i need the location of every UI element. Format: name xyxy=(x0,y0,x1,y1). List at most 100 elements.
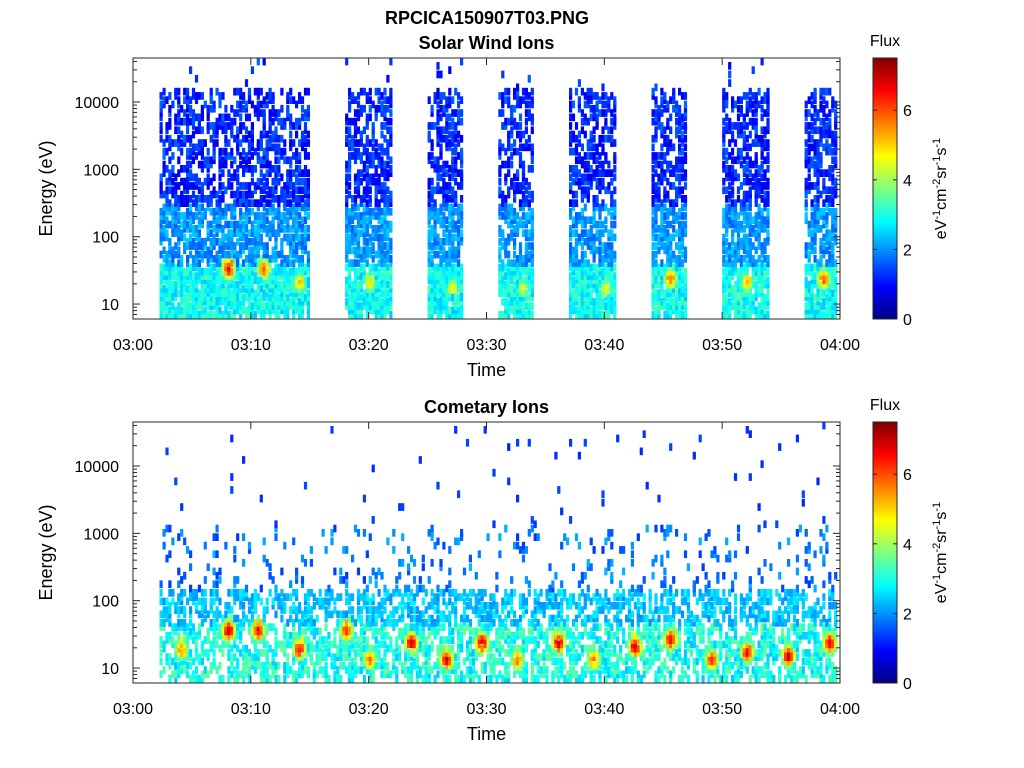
heatmap-cell xyxy=(654,289,658,297)
heatmap-cell xyxy=(233,169,237,177)
heatmap-cell xyxy=(454,220,458,229)
heatmap-cell xyxy=(666,310,670,319)
heatmap-cell xyxy=(286,156,290,165)
heatmap-cell xyxy=(589,87,593,96)
heatmap-cell xyxy=(569,285,573,293)
heatmap-cell xyxy=(816,139,820,147)
heatmap-cell xyxy=(180,195,184,203)
heatmap-cell xyxy=(513,117,517,126)
heatmap-cell xyxy=(365,272,369,280)
heatmap-cell xyxy=(206,182,210,190)
heatmap-cell xyxy=(442,302,446,310)
heatmap-cell xyxy=(224,293,228,302)
heatmap-cell xyxy=(577,130,581,139)
heatmap-cell xyxy=(221,285,225,293)
heatmap-cell xyxy=(569,242,573,250)
heatmap-cell xyxy=(286,233,290,242)
heatmap-cell xyxy=(218,165,222,173)
heatmap-cell xyxy=(663,263,667,272)
heatmap-cell xyxy=(371,285,375,293)
heatmap-cell xyxy=(268,280,272,289)
heatmap-cell xyxy=(663,156,667,165)
heatmap-cell xyxy=(177,134,181,143)
heatmap-cell xyxy=(454,130,458,139)
heatmap-cell xyxy=(212,143,216,152)
heatmap-cell xyxy=(177,263,181,272)
heatmap-cell xyxy=(748,242,752,250)
heatmap-cell xyxy=(389,87,393,96)
heatmap-cell xyxy=(595,169,599,177)
heatmap-cell xyxy=(754,160,758,169)
heatmap-cell xyxy=(448,237,452,246)
heatmap-cell xyxy=(748,220,752,229)
heatmap-cell xyxy=(654,216,658,225)
heatmap-cell xyxy=(675,293,679,302)
heatmap-cell xyxy=(368,280,372,289)
heatmap-cell xyxy=(362,267,366,276)
colorbar-step xyxy=(873,171,897,174)
heatmap-cell xyxy=(215,207,219,216)
heatmap-cell xyxy=(194,199,199,207)
heatmap-cell xyxy=(277,177,281,186)
colorbar-step xyxy=(873,75,897,78)
heatmap-cell xyxy=(510,297,514,306)
heatmap-cell xyxy=(159,280,163,289)
heatmap-cell xyxy=(244,182,249,190)
heatmap-cell xyxy=(177,233,181,242)
heatmap-cell xyxy=(672,169,676,177)
heatmap-cell xyxy=(430,190,434,199)
heatmap-cell xyxy=(200,272,204,280)
heatmap-cell xyxy=(271,255,275,263)
heatmap-cell xyxy=(745,177,749,186)
heatmap-cell xyxy=(262,203,266,212)
heatmap-cell xyxy=(807,143,811,152)
heatmap-cell xyxy=(742,165,746,173)
heatmap-cell xyxy=(306,190,310,199)
heatmap-cell xyxy=(583,186,587,195)
heatmap-cell xyxy=(731,203,735,212)
heatmap-cell xyxy=(592,263,596,272)
heatmap-cell xyxy=(389,263,393,272)
heatmap-cell xyxy=(348,87,352,96)
heatmap-cell xyxy=(763,297,767,306)
heatmap-cell xyxy=(203,289,207,297)
heatmap-cell xyxy=(289,297,293,306)
heatmap-cell xyxy=(362,212,366,220)
heatmap-cell xyxy=(745,134,749,143)
heatmap-cell xyxy=(451,212,455,220)
heatmap-cell xyxy=(583,272,587,280)
heatmap-cell xyxy=(583,293,587,302)
heatmap-cell xyxy=(159,640,163,649)
heatmap-cell xyxy=(666,139,670,147)
heatmap-cell xyxy=(589,113,593,122)
heatmap-cell xyxy=(757,220,761,229)
heatmap-cell xyxy=(804,285,808,293)
heatmap-cell xyxy=(580,263,584,272)
heatmap-cell xyxy=(306,276,310,285)
heatmap-cell xyxy=(427,96,431,104)
heatmap-cell xyxy=(283,203,287,212)
heatmap-cell xyxy=(377,285,381,293)
heatmap-cell xyxy=(283,212,287,220)
heatmap-cell xyxy=(518,156,523,165)
heatmap-cell xyxy=(580,293,584,302)
heatmap-cell xyxy=(527,113,531,122)
heatmap-cell xyxy=(460,134,464,143)
heatmap-cell xyxy=(206,276,210,285)
heatmap-cell xyxy=(371,143,375,152)
heatmap-cell xyxy=(247,229,252,237)
heatmap-cell xyxy=(180,212,184,220)
heatmap-cell xyxy=(445,203,449,212)
heatmap-cell xyxy=(165,297,169,306)
heatmap-cell xyxy=(498,177,502,186)
heatmap-cell xyxy=(728,276,732,285)
heatmap-cell xyxy=(194,92,199,100)
heatmap-cell xyxy=(583,306,587,315)
heatmap-cell xyxy=(530,276,534,285)
heatmap-cell xyxy=(292,152,296,160)
heatmap-cell xyxy=(295,173,299,182)
heatmap-cell xyxy=(159,216,163,225)
heatmap-cell xyxy=(530,229,534,237)
heatmap-cell xyxy=(816,113,820,122)
heatmap-cell xyxy=(247,216,252,225)
